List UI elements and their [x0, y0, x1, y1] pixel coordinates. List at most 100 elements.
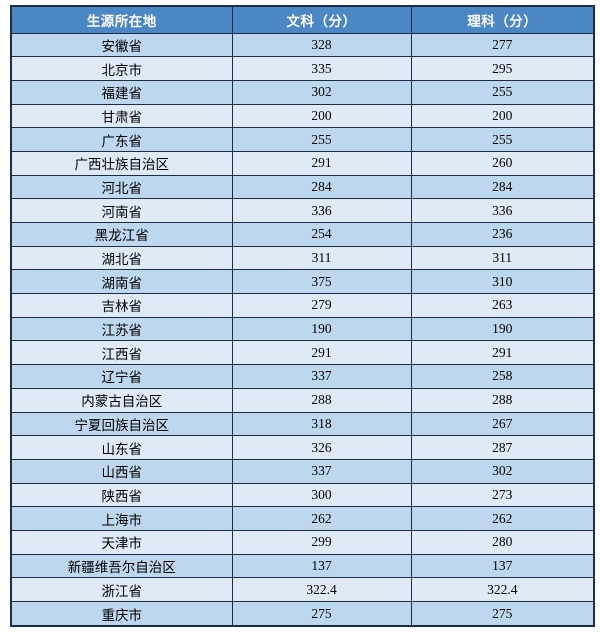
score-cell: 137 [410, 553, 595, 579]
table-row: 江苏省 190 190 [10, 316, 595, 342]
table-row: 甘肃省 200 200 [10, 103, 595, 129]
score-cell: 295 [410, 56, 595, 81]
province-cell: 浙江省 [10, 577, 233, 602]
score-cell: 262 [410, 506, 595, 531]
province-cell: 福建省 [10, 79, 233, 105]
province-cell: 内蒙古自治区 [10, 387, 233, 413]
score-cell: 375 [231, 269, 412, 295]
table-row: 吉林省 279 263 [10, 293, 595, 318]
column-header-liberal-arts-score: 文科（分） [231, 5, 412, 34]
score-cell: 275 [410, 601, 595, 627]
score-cell: 137 [231, 553, 412, 579]
score-cell: 284 [410, 174, 595, 200]
score-cell: 258 [410, 364, 595, 389]
province-cell: 山东省 [10, 435, 233, 460]
score-cell: 267 [410, 411, 595, 437]
province-cell: 重庆市 [10, 601, 233, 627]
column-header-science-score: 理科（分） [410, 5, 595, 34]
table-row: 黑龙江省 254 236 [10, 222, 595, 247]
province-cell: 北京市 [10, 56, 233, 81]
province-cell: 广西壮族自治区 [10, 150, 233, 176]
province-cell: 湖南省 [10, 269, 233, 295]
province-cell: 上海市 [10, 506, 233, 531]
score-cell: 284 [231, 174, 412, 200]
score-cell: 322.4 [410, 577, 595, 602]
table-row: 陕西省 300 273 [10, 482, 595, 508]
score-cell: 262 [231, 506, 412, 531]
province-cell: 江苏省 [10, 316, 233, 342]
score-cell: 310 [410, 269, 595, 295]
province-cell: 湖北省 [10, 245, 233, 271]
score-cell: 288 [231, 387, 412, 413]
score-cell: 337 [231, 364, 412, 389]
table-row: 浙江省 322.4 322.4 [10, 577, 595, 602]
table-row: 安徽省 328 277 [10, 32, 595, 58]
score-cell: 326 [231, 435, 412, 460]
province-cell: 河北省 [10, 174, 233, 200]
table-row: 上海市 262 262 [10, 506, 595, 531]
score-cell: 322.4 [231, 577, 412, 602]
score-cell: 200 [231, 103, 412, 129]
score-cell: 337 [231, 458, 412, 484]
province-cell: 天津市 [10, 529, 233, 555]
province-cell: 广东省 [10, 127, 233, 152]
score-cell: 287 [410, 435, 595, 460]
province-cell: 安徽省 [10, 32, 233, 58]
score-cell: 291 [231, 340, 412, 366]
score-cell: 255 [231, 127, 412, 152]
score-cell: 279 [231, 293, 412, 318]
table-row: 山东省 326 287 [10, 435, 595, 460]
table-row: 内蒙古自治区 288 288 [10, 387, 595, 413]
score-cell: 318 [231, 411, 412, 437]
table-row: 宁夏回族自治区 318 267 [10, 411, 595, 437]
province-cell: 山西省 [10, 458, 233, 484]
province-cell: 甘肃省 [10, 103, 233, 129]
score-cell: 291 [410, 340, 595, 366]
table-row: 新疆维吾尔自治区 137 137 [10, 553, 595, 579]
province-cell: 黑龙江省 [10, 222, 233, 247]
province-cell: 江西省 [10, 340, 233, 366]
table-row: 河北省 284 284 [10, 174, 595, 200]
score-cell: 254 [231, 222, 412, 247]
score-cell: 335 [231, 56, 412, 81]
province-cell: 河南省 [10, 198, 233, 223]
table-row: 山西省 337 302 [10, 458, 595, 484]
score-cell: 190 [231, 316, 412, 342]
score-cell: 302 [231, 79, 412, 105]
header-row: 生源所在地 文科（分） 理科（分） [10, 5, 595, 34]
table-wrapper: 生源所在地 文科（分） 理科（分） 安徽省 328 277 北京市 335 295 福建省 3… [10, 5, 595, 627]
score-cell: 311 [410, 245, 595, 271]
score-cell: 336 [231, 198, 412, 223]
score-cell: 260 [410, 150, 595, 176]
score-cell: 273 [410, 482, 595, 508]
table-row: 天津市 299 280 [10, 529, 595, 555]
province-admission-score-table: 生源所在地 文科（分） 理科（分） 安徽省 328 277 北京市 335 295 福建省 3… [10, 5, 595, 627]
score-cell: 255 [410, 79, 595, 105]
score-cell: 300 [231, 482, 412, 508]
score-cell: 277 [410, 32, 595, 58]
score-cell: 288 [410, 387, 595, 413]
province-cell: 陕西省 [10, 482, 233, 508]
province-cell: 吉林省 [10, 293, 233, 318]
table-row: 北京市 335 295 [10, 56, 595, 81]
score-cell: 200 [410, 103, 595, 129]
score-cell: 302 [410, 458, 595, 484]
score-cell: 236 [410, 222, 595, 247]
score-cell: 336 [410, 198, 595, 223]
score-cell: 255 [410, 127, 595, 152]
score-cell: 275 [231, 601, 412, 627]
table-row: 广东省 255 255 [10, 127, 595, 152]
province-cell: 辽宁省 [10, 364, 233, 389]
table-row: 湖南省 375 310 [10, 269, 595, 295]
column-header-province: 生源所在地 [10, 5, 233, 34]
table-row: 重庆市 275 275 [10, 601, 595, 627]
score-cell: 328 [231, 32, 412, 58]
table-row: 江西省 291 291 [10, 340, 595, 366]
score-cell: 299 [231, 529, 412, 555]
score-cell: 280 [410, 529, 595, 555]
score-cell: 291 [231, 150, 412, 176]
table-row: 福建省 302 255 [10, 79, 595, 105]
score-cell: 311 [231, 245, 412, 271]
province-cell: 宁夏回族自治区 [10, 411, 233, 437]
